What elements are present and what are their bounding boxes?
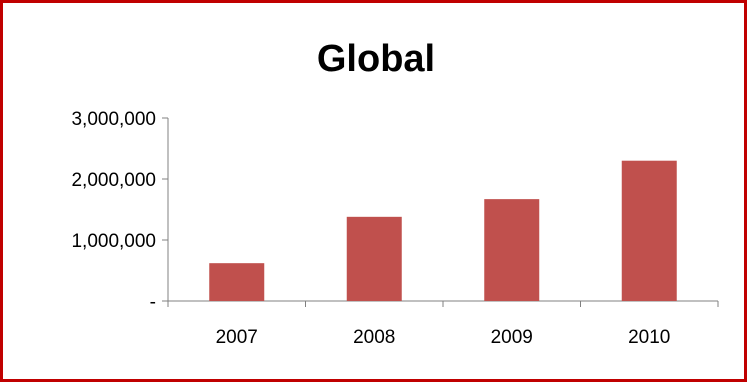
- y-tick-label: 2,000,000: [71, 170, 156, 191]
- y-axis: - 1,000,000 2,000,000 3,000,000: [71, 109, 169, 313]
- bar-2008: [346, 216, 402, 301]
- x-axis: 2007 2008 2009 2010: [167, 300, 719, 348]
- y-tick-label: -: [150, 292, 156, 313]
- bar-series: [209, 160, 677, 301]
- x-tick-label: 2009: [491, 327, 533, 348]
- bar-2007: [209, 263, 265, 301]
- x-tick-label: 2008: [353, 327, 395, 348]
- bar-2010: [621, 160, 677, 301]
- x-tick-label: 2010: [628, 327, 670, 348]
- chart-svg: Global - 1,000,000 2,000,000 3,000,000 2007…: [71, 38, 719, 348]
- x-tick-label: 2007: [216, 327, 258, 348]
- bar-2009: [484, 199, 540, 301]
- y-tick-label: 1,000,000: [71, 231, 156, 252]
- chart-title: Global: [317, 38, 435, 80]
- y-tick-label: 3,000,000: [71, 109, 156, 130]
